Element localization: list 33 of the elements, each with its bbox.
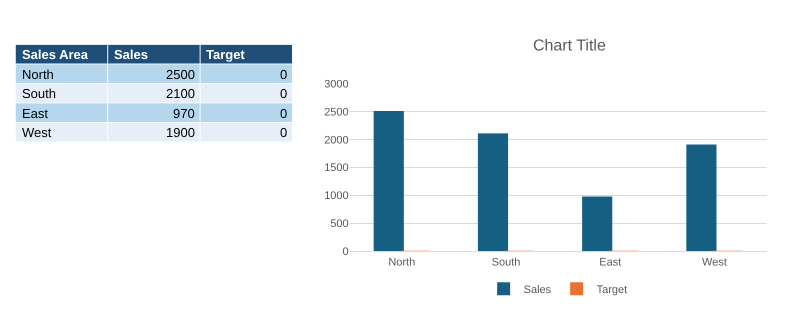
text: Sales Area	[22, 47, 89, 62]
y-tick-label: 500	[330, 218, 349, 230]
x-tick-label: East	[599, 256, 622, 268]
text: 970	[173, 106, 195, 121]
text: Target	[206, 47, 246, 62]
legend-label: Target	[596, 284, 628, 296]
y-tick-label: 1500	[324, 162, 349, 174]
y-tick-label: 3000	[324, 78, 349, 90]
text: 2100	[166, 86, 195, 101]
chart-title: Chart Title	[532, 37, 606, 54]
legend-label: Sales	[524, 284, 552, 296]
text: 2500	[166, 67, 195, 82]
x-tick-label: South	[492, 256, 520, 268]
text: 0	[280, 86, 288, 101]
text: 0	[280, 106, 288, 121]
bar	[686, 144, 717, 252]
x-tick-label: West	[702, 256, 727, 268]
text: South	[22, 86, 56, 101]
y-tick-label: 1000	[324, 190, 349, 202]
y-tick-label: 2500	[324, 106, 349, 118]
text: 0	[280, 125, 288, 140]
bar	[478, 133, 508, 252]
bar	[374, 111, 404, 252]
text: North	[22, 67, 54, 82]
y-tick-label: 0	[342, 246, 349, 258]
text: 1900	[166, 125, 195, 140]
text: West	[22, 125, 52, 140]
text: East	[22, 106, 48, 121]
text: Sales	[114, 47, 148, 62]
y-tick-label: 2000	[324, 134, 349, 146]
text: 0	[280, 67, 288, 82]
bar	[582, 196, 612, 252]
x-tick-label: North	[388, 256, 416, 268]
